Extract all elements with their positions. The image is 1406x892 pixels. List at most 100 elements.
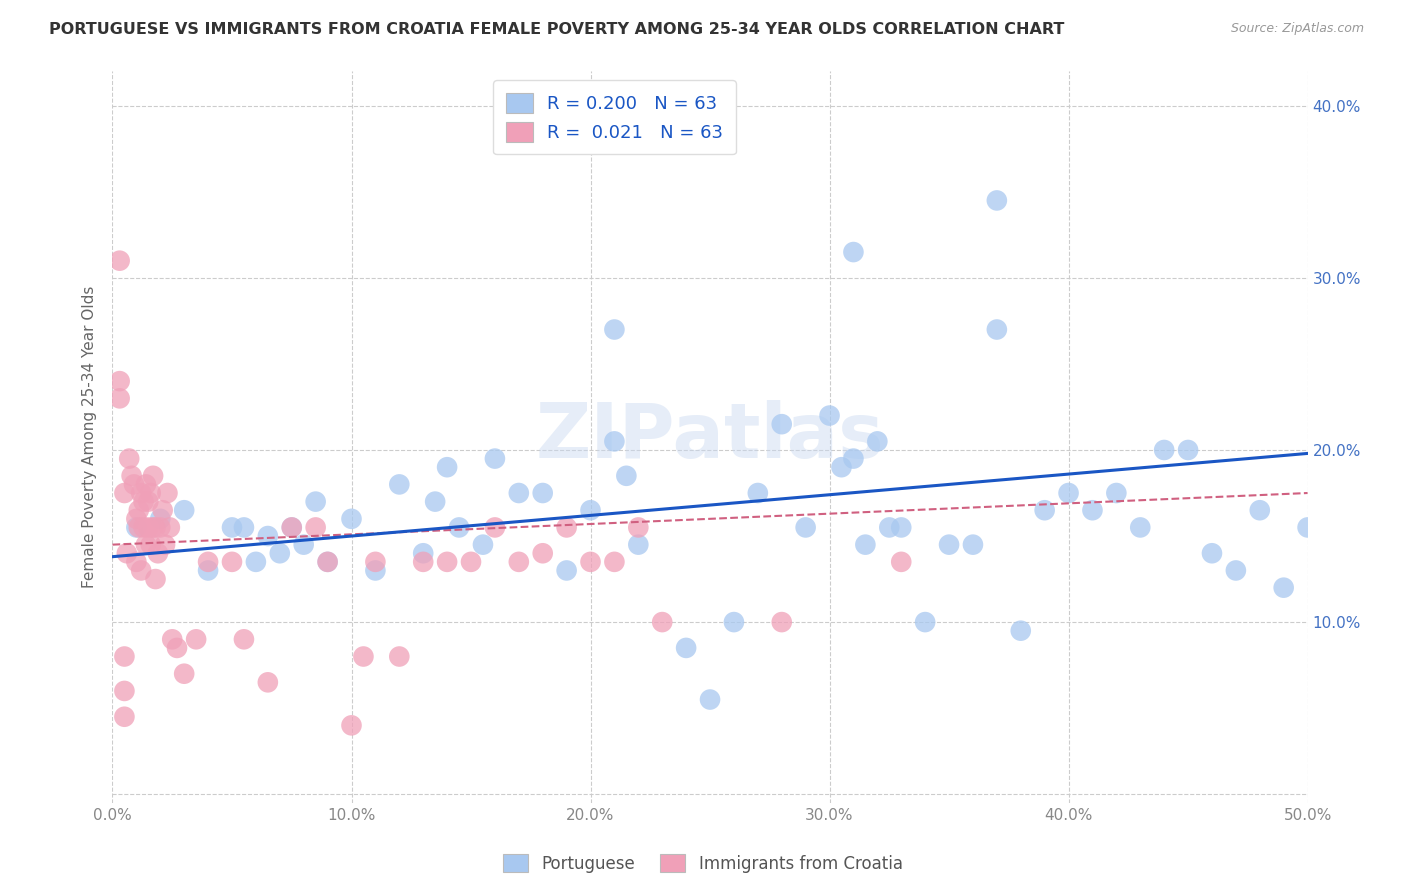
Point xyxy=(388,477,411,491)
Point xyxy=(651,133,673,147)
Point xyxy=(1033,503,1056,517)
Point xyxy=(890,520,912,534)
Point xyxy=(173,666,195,681)
Point xyxy=(1225,564,1247,578)
Point xyxy=(1296,520,1319,534)
Point xyxy=(651,615,673,629)
Point xyxy=(305,520,328,534)
Legend: Portuguese, Immigrants from Croatia: Portuguese, Immigrants from Croatia xyxy=(496,847,910,880)
Point xyxy=(149,512,172,526)
Point xyxy=(1249,503,1271,517)
Point xyxy=(118,451,141,466)
Point xyxy=(986,194,1008,208)
Point xyxy=(125,555,148,569)
Point xyxy=(114,486,135,500)
Point xyxy=(388,649,411,664)
Point xyxy=(447,520,470,534)
Legend: R = 0.200   N = 63, R =  0.021   N = 63: R = 0.200 N = 63, R = 0.021 N = 63 xyxy=(494,80,735,154)
Point xyxy=(794,520,817,534)
Point xyxy=(1010,624,1032,638)
Point xyxy=(627,538,650,552)
Point xyxy=(508,555,530,569)
Point xyxy=(149,520,172,534)
Point xyxy=(986,322,1008,336)
Point xyxy=(352,649,374,664)
Point xyxy=(125,520,148,534)
Point xyxy=(281,520,304,534)
Point xyxy=(1057,486,1080,500)
Point xyxy=(114,710,135,724)
Point xyxy=(139,538,162,552)
Point xyxy=(108,392,131,406)
Point xyxy=(145,572,167,586)
Point xyxy=(1177,442,1199,457)
Point xyxy=(1272,581,1295,595)
Point xyxy=(316,555,339,569)
Point xyxy=(579,503,602,517)
Point xyxy=(132,520,155,534)
Point xyxy=(914,615,936,629)
Text: PORTUGUESE VS IMMIGRANTS FROM CROATIA FEMALE POVERTY AMONG 25-34 YEAR OLDS CORRE: PORTUGUESE VS IMMIGRANTS FROM CROATIA FE… xyxy=(49,22,1064,37)
Point xyxy=(166,640,188,655)
Point xyxy=(1201,546,1223,560)
Point xyxy=(221,555,243,569)
Point xyxy=(938,538,960,552)
Point xyxy=(472,538,495,552)
Point xyxy=(146,546,169,560)
Point xyxy=(1153,442,1175,457)
Point xyxy=(108,374,131,388)
Point xyxy=(153,538,176,552)
Point xyxy=(108,253,131,268)
Point xyxy=(142,468,165,483)
Point xyxy=(121,468,143,483)
Point xyxy=(818,409,841,423)
Point xyxy=(890,555,912,569)
Point xyxy=(508,486,530,500)
Point xyxy=(305,494,328,508)
Point xyxy=(162,632,183,647)
Point xyxy=(616,468,638,483)
Point xyxy=(186,632,208,647)
Point xyxy=(603,322,626,336)
Point xyxy=(233,520,256,534)
Point xyxy=(145,520,167,534)
Point xyxy=(156,486,179,500)
Point xyxy=(129,564,152,578)
Point xyxy=(122,477,145,491)
Point xyxy=(531,486,554,500)
Point xyxy=(128,520,150,534)
Point xyxy=(831,460,853,475)
Point xyxy=(603,555,626,569)
Point xyxy=(842,451,865,466)
Point xyxy=(1081,503,1104,517)
Point xyxy=(436,555,458,569)
Text: ZIPatlas: ZIPatlas xyxy=(536,401,884,474)
Point xyxy=(436,460,458,475)
Point xyxy=(125,512,148,526)
Point xyxy=(412,555,434,569)
Point xyxy=(962,538,984,552)
Point xyxy=(129,486,152,500)
Point xyxy=(139,486,162,500)
Point xyxy=(114,684,135,698)
Point xyxy=(747,486,769,500)
Point xyxy=(132,494,155,508)
Point xyxy=(723,615,745,629)
Point xyxy=(197,555,219,569)
Point xyxy=(142,520,165,534)
Point xyxy=(340,718,363,732)
Point xyxy=(555,564,578,578)
Point xyxy=(316,555,339,569)
Point xyxy=(340,512,363,526)
Point xyxy=(197,564,219,578)
Point xyxy=(152,503,174,517)
Point xyxy=(135,477,157,491)
Point xyxy=(675,640,697,655)
Point xyxy=(114,649,135,664)
Text: Source: ZipAtlas.com: Source: ZipAtlas.com xyxy=(1230,22,1364,36)
Point xyxy=(842,245,865,260)
Point xyxy=(770,615,793,629)
Point xyxy=(138,494,160,508)
Point xyxy=(603,434,626,449)
Point xyxy=(135,538,157,552)
